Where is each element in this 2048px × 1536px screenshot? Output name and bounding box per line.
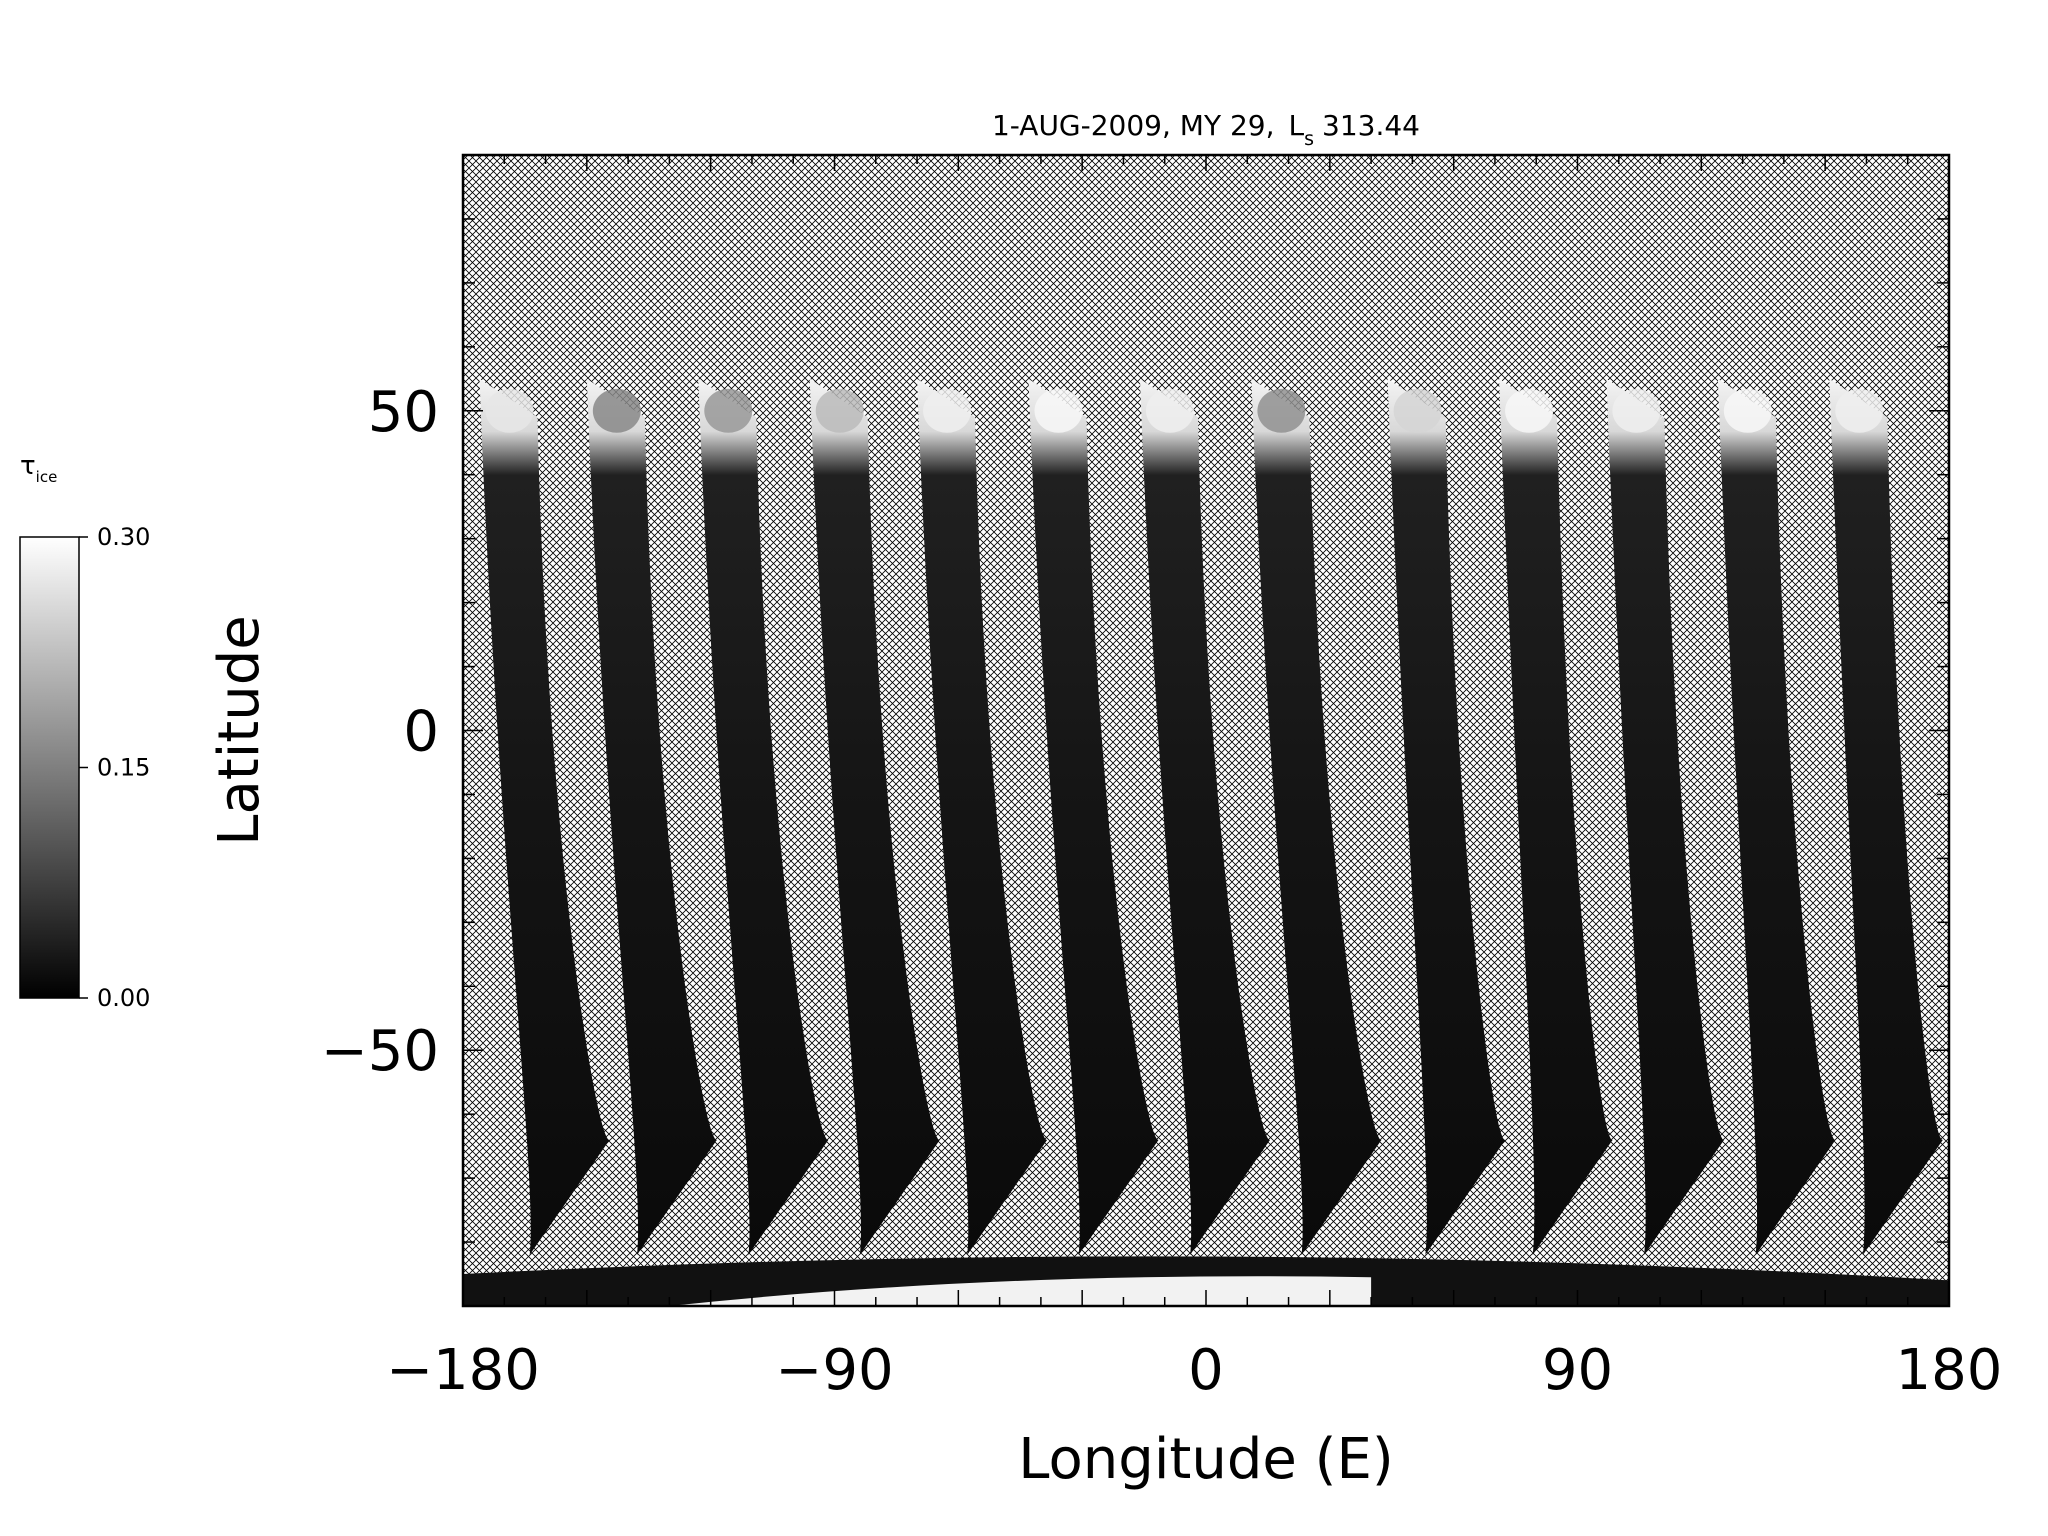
- x-tick-label: −180: [386, 1338, 540, 1403]
- y-axis: −50 0 50: [321, 380, 439, 1084]
- polar-bright-cap: [669, 1276, 1372, 1306]
- swath: [1139, 378, 1271, 1255]
- swath-body: [809, 378, 940, 1255]
- swath-north-cap: [1612, 388, 1661, 433]
- chart-title: 1-AUG-2009, MY 29, Ls 313.44: [992, 109, 1420, 150]
- swath: [1606, 378, 1725, 1255]
- colorbar-gradient: [19, 536, 80, 999]
- colorbar-tick-label: 0.00: [97, 984, 150, 1012]
- x-tick-label: 90: [1542, 1338, 1613, 1403]
- swath-body: [1028, 378, 1159, 1255]
- colorbar-tick-label: 0.30: [97, 523, 150, 551]
- swath-north-cap: [1393, 388, 1442, 433]
- x-axis: −180 −90 0 90 180: [386, 1338, 2002, 1403]
- chart-title-ls-symbol: L: [1289, 109, 1305, 142]
- swath-north-cap: [1034, 388, 1083, 433]
- swath-body: [479, 378, 610, 1255]
- y-tick-label: 50: [368, 380, 439, 445]
- y-tick-label: −50: [321, 1019, 439, 1084]
- swath-body: [1606, 378, 1725, 1255]
- swath: [1251, 378, 1382, 1255]
- colorbar-label-symbol: τ: [20, 451, 36, 481]
- swath: [586, 378, 718, 1255]
- swath: [917, 378, 1048, 1255]
- swath: [1387, 378, 1506, 1255]
- colorbar-label-subscript: ice: [36, 468, 58, 486]
- x-tick-label: 180: [1896, 1338, 2003, 1403]
- colorbar-tick-label: 0.15: [97, 754, 150, 782]
- swath: [809, 378, 940, 1255]
- colorbar: τice 0.30 0.15 0.00: [19, 451, 150, 1012]
- swath-body: [1387, 378, 1506, 1255]
- swath-north-cap: [1257, 388, 1306, 433]
- swath-body: [1139, 378, 1271, 1255]
- plot-area: [461, 153, 1951, 1308]
- swath-body: [698, 378, 829, 1255]
- swath-body: [917, 378, 1048, 1255]
- swath: [479, 378, 610, 1255]
- swath-body: [1251, 378, 1382, 1255]
- swath-north-cap: [1835, 388, 1884, 433]
- swath: [1028, 378, 1159, 1255]
- swath-north-cap: [923, 388, 972, 433]
- colorbar-ticks: 0.30 0.15 0.00: [79, 523, 150, 1012]
- swath-body: [1829, 378, 1943, 1255]
- swath-layer: [479, 378, 1943, 1255]
- swath-north-cap: [1723, 388, 1772, 433]
- x-tick-label: −90: [775, 1338, 893, 1403]
- swath-body: [586, 378, 718, 1255]
- y-axis-label: Latitude: [207, 615, 272, 845]
- x-tick-label: 0: [1188, 1338, 1224, 1403]
- swath-body: [1499, 378, 1613, 1255]
- swath-north-cap: [1145, 388, 1194, 433]
- swath: [1717, 378, 1836, 1255]
- x-axis-label: Longitude (E): [1018, 1427, 1393, 1492]
- swath: [698, 378, 829, 1255]
- swath: [1499, 378, 1613, 1255]
- chart-title-ls-value: 313.44: [1322, 109, 1420, 142]
- minor-ticks: [462, 154, 1950, 1307]
- y-tick-label: 0: [403, 700, 439, 765]
- swath: [1829, 378, 1943, 1255]
- chart-title-date: 1-AUG-2009, MY 29,: [992, 109, 1275, 142]
- swath-north-cap: [704, 388, 753, 433]
- swath-north-cap: [592, 388, 641, 433]
- chart-title-ls-subscript: s: [1304, 128, 1314, 150]
- swath-north-cap: [1505, 388, 1554, 433]
- swath-north-cap: [815, 388, 864, 433]
- swath-body: [1717, 378, 1836, 1255]
- swath-north-cap: [485, 388, 534, 433]
- colorbar-label: τice: [20, 451, 57, 486]
